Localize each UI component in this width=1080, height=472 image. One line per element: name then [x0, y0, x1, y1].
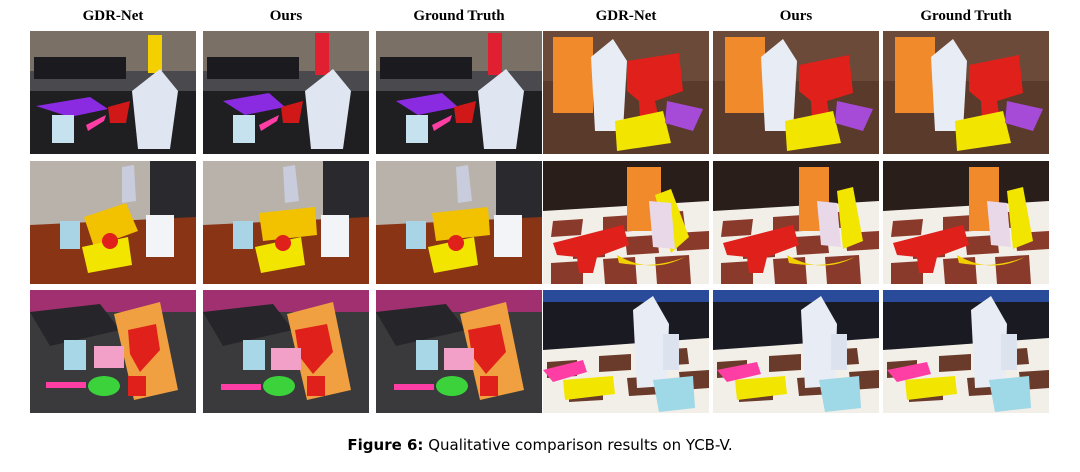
scene-r2-gdrnet [30, 161, 196, 284]
column-header-groundtruth-right: Ground Truth [920, 8, 1012, 24]
scene-r1-ours-right [713, 31, 879, 154]
scene-r1-groundtruth-right [883, 31, 1049, 154]
scene-image [883, 290, 1049, 413]
column-header-ours-left: Ours [269, 8, 303, 24]
scene-image [713, 290, 879, 413]
scene-r3-gdrnet [30, 290, 196, 413]
scene-image [543, 161, 709, 284]
scene-r3-groundtruth [376, 290, 542, 413]
scene-r1-ours [203, 31, 369, 154]
scene-r3-ours-right [713, 290, 879, 413]
caption-label: Figure 6: [347, 436, 424, 454]
scene-image [203, 290, 369, 413]
scene-image [30, 290, 196, 413]
scene-image [543, 31, 709, 154]
column-header-gdrnet-right: GDR-Net [595, 8, 657, 24]
column-header-gdrnet-left: GDR-Net [82, 8, 144, 24]
scene-r3-ours [203, 290, 369, 413]
scene-image [713, 161, 879, 284]
scene-image [203, 161, 369, 284]
scene-image [376, 31, 542, 154]
scene-r3-groundtruth-right [883, 290, 1049, 413]
scene-r1-gdrnet [30, 31, 196, 154]
scene-image [883, 31, 1049, 154]
figure-caption: Figure 6: Qualitative comparison results… [0, 436, 1080, 454]
scene-image [376, 161, 542, 284]
scene-r1-groundtruth [376, 31, 542, 154]
scene-r2-ours-right [713, 161, 879, 284]
scene-r2-gdrnet-right [543, 161, 709, 284]
scene-image [543, 290, 709, 413]
column-header-ours-right: Ours [779, 8, 813, 24]
column-header-groundtruth-left: Ground Truth [413, 8, 505, 24]
scene-r2-groundtruth-right [883, 161, 1049, 284]
scene-image [30, 161, 196, 284]
scene-r2-ours [203, 161, 369, 284]
scene-image [376, 290, 542, 413]
scene-r1-gdrnet-right [543, 31, 709, 154]
scene-r3-gdrnet-right [543, 290, 709, 413]
scene-r2-groundtruth [376, 161, 542, 284]
caption-text: Qualitative comparison results on YCB-V. [423, 436, 733, 454]
scene-image [713, 31, 879, 154]
scene-image [30, 31, 196, 154]
scene-image [203, 31, 369, 154]
scene-image [883, 161, 1049, 284]
